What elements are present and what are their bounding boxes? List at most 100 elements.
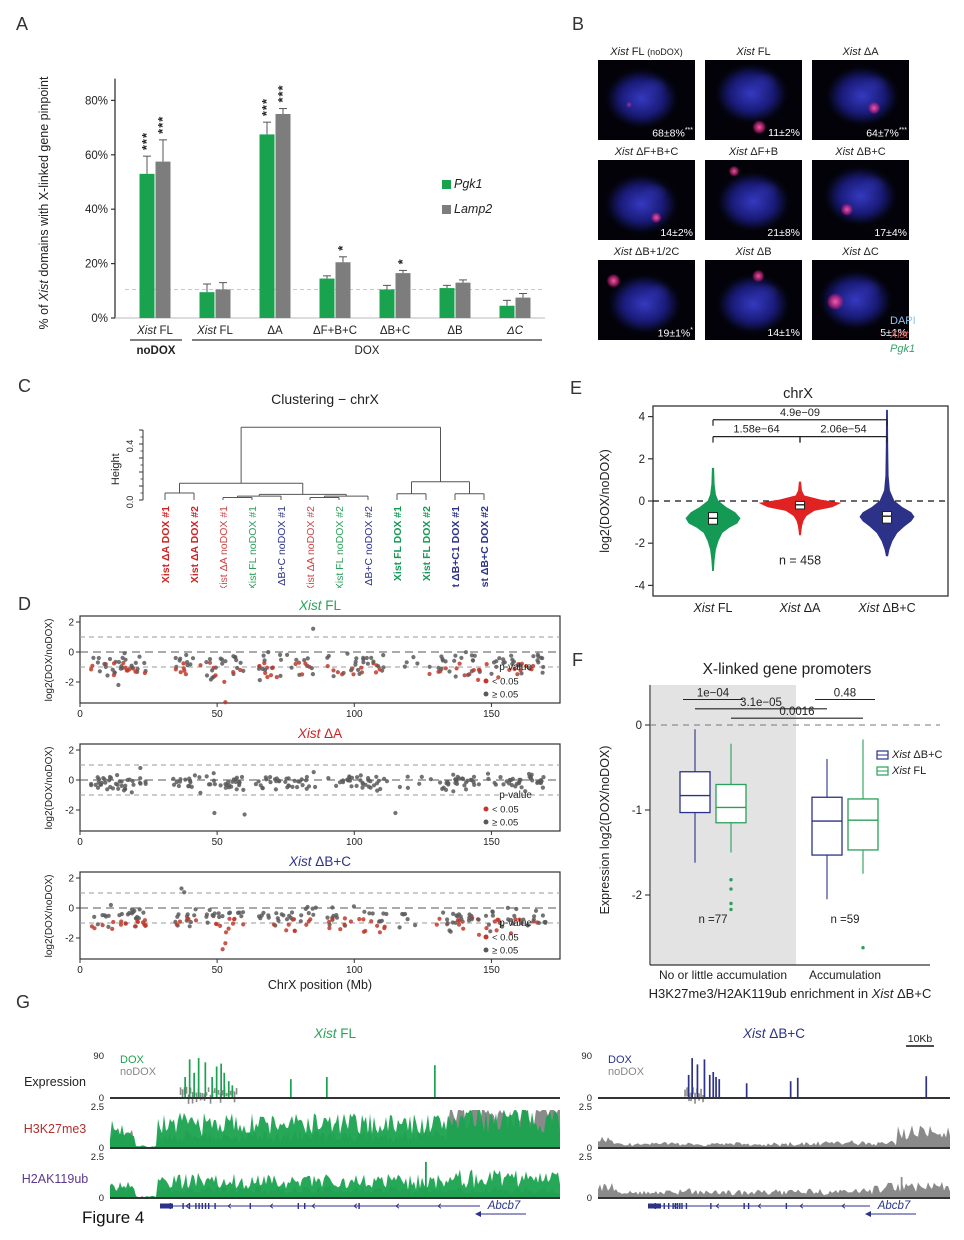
svg-text:2: 2 xyxy=(68,874,74,885)
box-3 xyxy=(847,798,879,851)
svg-text:ΔF+B+C: ΔF+B+C xyxy=(313,325,357,337)
svg-text:-2: -2 xyxy=(65,934,74,945)
svg-text:0%: 0% xyxy=(91,313,108,325)
svg-text:Xist FL: Xist FL xyxy=(136,325,173,337)
svg-text:Xist ΔB+C noDOX #1: Xist ΔB+C noDOX #1 xyxy=(276,506,288,588)
svg-text:≥ 0.05: ≥ 0.05 xyxy=(492,690,518,701)
microscopy-tile-5: Xist ΔB+C 17±4% xyxy=(812,146,909,240)
svg-text:-2: -2 xyxy=(632,890,642,902)
tile-percentage: 14±1% xyxy=(767,327,800,339)
svg-text:Xist ΔA noDOX #2: Xist ΔA noDOX #2 xyxy=(305,506,317,588)
svg-text:Pgk1: Pgk1 xyxy=(454,177,483,191)
nucleus-image: 19±1%* xyxy=(598,260,695,340)
svg-text:Abcb7: Abcb7 xyxy=(877,1200,911,1212)
svg-text:noDOX: noDOX xyxy=(608,1066,645,1078)
tile-title: Xist FL xyxy=(736,46,771,58)
svg-text:log2(DOX/noDOX): log2(DOX/noDOX) xyxy=(44,875,55,958)
svg-text:Xist ΔB+C DOX #2: Xist ΔB+C DOX #2 xyxy=(479,506,491,588)
svg-text:ΔB: ΔB xyxy=(447,325,463,337)
svg-text:150: 150 xyxy=(483,709,500,720)
svg-text:150: 150 xyxy=(483,965,500,976)
svg-text:0: 0 xyxy=(99,1193,104,1204)
tile-percentage: 68±8%*** xyxy=(652,126,693,140)
svg-text:Xist ΔA noDOX #1: Xist ΔA noDOX #1 xyxy=(218,506,230,588)
nucleus-image: 64±7%*** xyxy=(812,60,909,140)
svg-text:0: 0 xyxy=(77,709,83,720)
svg-text:4: 4 xyxy=(639,412,646,424)
nucleus-image: 14±2% xyxy=(598,160,695,240)
svg-text:***: *** xyxy=(139,132,154,150)
svg-text:2: 2 xyxy=(639,454,645,466)
svg-text:Xist ΔB+C: Xist ΔB+C xyxy=(742,1026,805,1041)
bar-Pgk1-1 xyxy=(199,292,215,318)
svg-text:DOX: DOX xyxy=(120,1054,145,1066)
panel-letter-e: E xyxy=(570,378,583,398)
svg-text:Abcb7: Abcb7 xyxy=(487,1200,521,1212)
bar-Lamp2-6 xyxy=(515,297,531,318)
svg-text:0.0016: 0.0016 xyxy=(779,706,814,718)
svg-text:Xist ΔA DOX #1: Xist ΔA DOX #1 xyxy=(160,506,172,583)
bar-Pgk1-0 xyxy=(139,173,155,318)
svg-text:0: 0 xyxy=(77,965,83,976)
tile-title: Xist FL (noDOX) xyxy=(610,46,683,58)
svg-text:-4: -4 xyxy=(635,580,646,592)
panel-c-dendrogram: Clustering − chrX Height 0.0 0.4 Xist ΔA DOX… xyxy=(110,391,491,588)
svg-text:Accumulation: Accumulation xyxy=(809,968,881,982)
svg-text:DOX: DOX xyxy=(355,345,380,357)
svg-text:log2(DOX/noDOX): log2(DOX/noDOX) xyxy=(44,619,55,702)
svg-text:Clustering − chrX: Clustering − chrX xyxy=(271,391,379,407)
svg-text:% of Xist domains with X-linke: % of Xist domains with X-linked gene pin… xyxy=(37,76,51,329)
svg-text:*: * xyxy=(395,258,410,264)
svg-text:< 0.05: < 0.05 xyxy=(492,933,519,944)
panel-g-genome-tracks: 10Kb Expression H3K27me3 H2AK119ub Xist FL 90… xyxy=(22,1026,950,1217)
svg-text:0.4: 0.4 xyxy=(125,440,135,453)
svg-text:H3K27me3/H2AK119ub enrichment: H3K27me3/H2AK119ub enrichment in Xist ΔB… xyxy=(649,986,932,1001)
svg-text:DOX: DOX xyxy=(608,1054,633,1066)
svg-text:3.1e−05: 3.1e−05 xyxy=(740,697,782,709)
svg-text:150: 150 xyxy=(483,837,500,848)
svg-text:0: 0 xyxy=(587,1093,592,1104)
svg-text:1e−04: 1e−04 xyxy=(697,688,730,700)
panel-e-violin-plot: chrX -4 -2 0 2 4 log2(DOX/noDOX) Xist FL Xist ΔA… xyxy=(598,386,949,615)
svg-text:50: 50 xyxy=(212,837,224,848)
svg-text:*: * xyxy=(335,245,350,251)
svg-text:***: *** xyxy=(275,84,290,102)
tile-title: Xist ΔB+C xyxy=(835,146,886,158)
svg-text:50: 50 xyxy=(212,709,224,720)
svg-text:2.5: 2.5 xyxy=(579,1102,592,1113)
svg-text:Xist ΔA DOX #2: Xist ΔA DOX #2 xyxy=(189,506,201,583)
svg-text:No or little accumulation: No or little accumulation xyxy=(659,968,787,982)
svg-text:90: 90 xyxy=(581,1051,592,1062)
svg-text:Xist FL: Xist FL xyxy=(298,598,342,613)
svg-text:0.48: 0.48 xyxy=(834,688,856,700)
bar-Lamp2-2 xyxy=(275,114,291,318)
nucleus-image: 11±2% xyxy=(705,60,802,140)
svg-text:20%: 20% xyxy=(85,259,108,271)
svg-text:n = 458: n = 458 xyxy=(779,553,821,567)
svg-text:-2: -2 xyxy=(65,806,74,817)
svg-text:noDOX: noDOX xyxy=(120,1066,157,1078)
microscopy-tile-6: Xist ΔB+1/2C 19±1%* xyxy=(598,246,695,340)
svg-text:ΔC: ΔC xyxy=(506,325,524,337)
svg-text:0: 0 xyxy=(639,496,645,508)
scatter-panel-1: Xist ΔA 2 0 -2 log2(DOX/noDOX) 0 50 100 150 p-val… xyxy=(44,726,561,848)
tile-percentage: 21±8% xyxy=(767,227,800,239)
svg-text:ChrX position (Mb): ChrX position (Mb) xyxy=(268,978,372,992)
svg-text:p-value: p-value xyxy=(499,918,532,929)
bar-Pgk1-4 xyxy=(379,289,395,318)
svg-text:0: 0 xyxy=(77,837,83,848)
box-2 xyxy=(811,796,843,856)
scatter-panel-0: Xist FL 2 0 -2 log2(DOX/noDOX) 0 50 100 150 p-val… xyxy=(44,598,561,720)
svg-text:Lamp2: Lamp2 xyxy=(454,202,492,216)
svg-text:Xist ΔB+C: Xist ΔB+C xyxy=(288,854,351,869)
svg-text:Xist FL noDOX #2: Xist FL noDOX #2 xyxy=(334,506,346,588)
tile-percentage: 11±2% xyxy=(768,127,800,139)
panel-a-bar-chart: % of Xist domains with X-linked gene pin… xyxy=(37,76,545,357)
svg-text:noDOX: noDOX xyxy=(137,345,176,357)
tile-title: Xist ΔF+B+C xyxy=(614,146,679,158)
svg-text:90: 90 xyxy=(93,1051,104,1062)
svg-text:0: 0 xyxy=(636,720,642,732)
legend-item-DAPI: DAPI xyxy=(890,315,916,327)
panel-letter-c: C xyxy=(18,376,31,396)
